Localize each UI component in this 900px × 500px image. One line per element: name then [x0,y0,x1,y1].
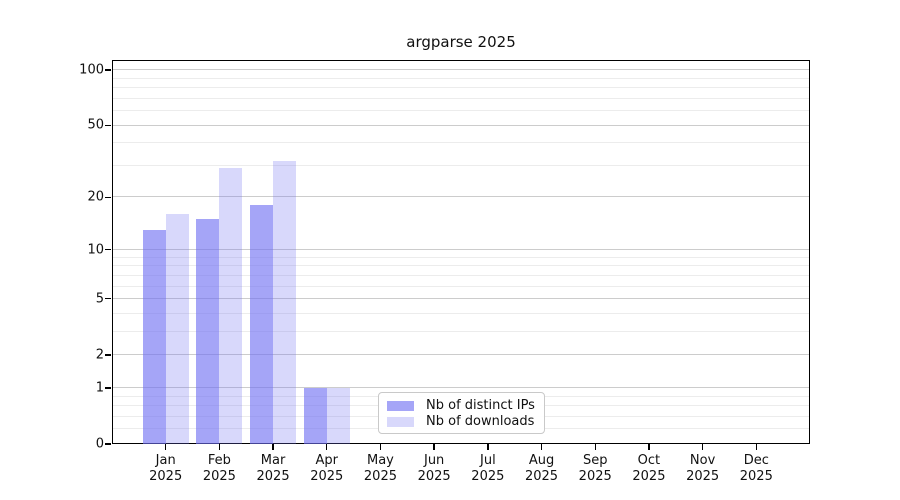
y-tick-mark [105,354,111,356]
gridline-minor [113,265,809,267]
x-tick-label: Jul 2025 [471,453,505,484]
x-tick-label: Sep 2025 [578,453,612,484]
y-tick-mark [105,298,111,300]
legend-swatch-distinct-ips [387,400,414,411]
x-tick-label: May 2025 [363,453,397,484]
y-tick-mark [105,443,111,445]
y-tick-label: 1 [95,380,104,396]
y-tick-mark [105,124,111,127]
x-tick-mark [755,444,757,450]
y-tick-mark [105,248,111,251]
x-tick-label: Nov 2025 [686,453,720,484]
gridline-minor [113,97,809,99]
x-tick-mark [164,444,167,450]
y-tick-label: 0 [95,436,104,452]
x-tick-mark [594,444,596,450]
y-tick-label: 20 [87,189,104,205]
gridline-major [113,354,809,356]
bar-downloads [326,387,350,444]
gridline-major [113,69,809,71]
y-tick-label: 100 [79,62,104,78]
bar-downloads [219,168,243,444]
x-tick-mark [648,444,650,450]
x-tick-mark [272,444,274,450]
gridline-minor [113,142,809,144]
bar-distinct-ips [196,219,220,444]
x-tick-label: Mar 2025 [256,453,290,484]
x-tick-mark [326,444,328,450]
x-tick-label: Jun 2025 [417,453,451,484]
gridline-minor [113,87,809,89]
legend-label-downloads: Nb of downloads [426,414,535,429]
y-tick-label: 2 [95,347,104,363]
gridline-major [113,196,809,198]
y-tick-label: 5 [95,291,104,307]
bar-distinct-ips [142,230,166,444]
bar-downloads [165,214,189,444]
legend: Nb of distinct IPs Nb of downloads [378,392,545,434]
gridline-minor [113,77,809,79]
gridline-minor [113,312,809,314]
x-tick-mark [379,444,382,450]
y-tick-mark [105,196,111,198]
x-tick-label: Apr 2025 [310,453,344,484]
y-tick-mark [105,69,111,71]
x-tick-label: Dec 2025 [739,453,773,484]
x-tick-mark [540,444,543,450]
gridline-minor [113,330,809,332]
x-tick-mark [487,444,489,450]
y-tick-label: 50 [87,117,104,133]
y-tick-mark [105,387,111,389]
gridline-major [113,248,809,250]
gridline-minor [113,164,809,166]
bar-distinct-ips [250,205,274,444]
bar-downloads [273,160,297,444]
x-tick-label: Oct 2025 [632,453,666,484]
x-tick-label: Aug 2025 [524,453,559,484]
bar-distinct-ips [303,387,327,444]
x-tick-mark [218,444,221,450]
gridline-minor [113,256,809,258]
gridline-major [113,124,809,126]
y-tick-label: 10 [87,242,104,258]
x-tick-label: Feb 2025 [202,453,236,484]
x-tick-mark [701,444,704,450]
gridline-major [113,387,809,389]
legend-item-distinct-ips: Nb of distinct IPs [387,398,536,413]
gridline-minor [113,274,809,276]
legend-swatch-downloads [387,416,414,427]
chart-title: argparse 2025 [406,33,516,51]
x-tick-label: Jan 2025 [149,453,183,484]
legend-label-distinct-ips: Nb of distinct IPs [426,398,535,413]
legend-item-downloads: Nb of downloads [387,414,536,429]
gridline-minor [113,285,809,287]
x-tick-mark [433,444,435,450]
gridline-minor [113,110,809,112]
gridline-major [113,298,809,299]
